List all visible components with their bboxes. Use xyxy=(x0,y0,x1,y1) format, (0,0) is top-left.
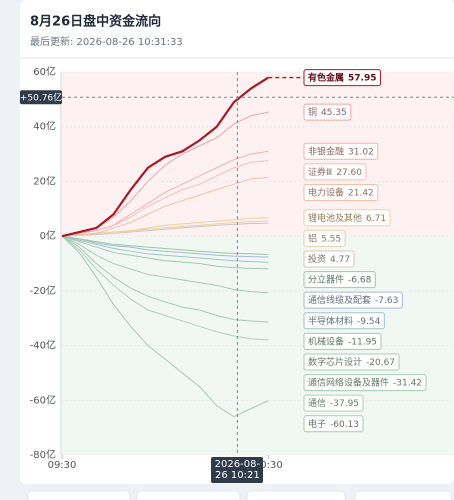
y-tick-label: -60亿 xyxy=(30,393,56,406)
end-label-box xyxy=(303,163,367,181)
series-value: -7.63 xyxy=(375,296,398,306)
series-name: 投资 xyxy=(308,253,326,265)
series-value: 21.42 xyxy=(348,188,374,198)
end-label: 通信 -37.95 xyxy=(303,394,364,412)
end-label: 铜 45.35 xyxy=(303,103,352,121)
end-label: 通信网络设备及器件 -31.42 xyxy=(303,374,427,392)
positive-zone xyxy=(62,72,454,237)
series-line xyxy=(61,150,269,237)
end-label: 非银金融 31.02 xyxy=(303,142,379,160)
end-label-box xyxy=(303,103,352,121)
end-label-box xyxy=(303,394,364,412)
series-value: -11.95 xyxy=(348,337,377,347)
crosshair-x-label: 2026-08-26 10:21 xyxy=(211,457,264,483)
series-name: 铜 xyxy=(308,106,317,118)
end-label: 证券Ⅲ 27.60 xyxy=(303,163,367,181)
series-name: 电子 xyxy=(308,418,326,430)
series-line xyxy=(61,235,269,263)
series-value: -9.54 xyxy=(357,317,381,327)
series-line xyxy=(61,76,269,238)
y-tick-label: 0亿 xyxy=(40,229,56,242)
x-tick-label: 10:30 xyxy=(254,460,283,471)
series-name: 通信网络设备及器件 xyxy=(308,377,389,389)
series-line xyxy=(61,235,269,258)
y-tick-label: -20亿 xyxy=(30,284,56,297)
series-value: 6.71 xyxy=(366,214,386,224)
series-value: 27.60 xyxy=(336,168,362,178)
end-label-box xyxy=(303,332,382,350)
series-name: 机械设备 xyxy=(308,335,344,347)
crosshair-y-label: +50.76亿 xyxy=(20,91,62,103)
series-line xyxy=(61,235,269,323)
series-value: -6.68 xyxy=(348,276,372,286)
series-value: -31.42 xyxy=(393,379,422,389)
series-value: 5.55 xyxy=(321,234,341,244)
series-line xyxy=(61,235,269,418)
end-label-box xyxy=(303,353,400,371)
y-tick-label: 60亿 xyxy=(33,65,56,78)
end-label: 数字芯片设计 -20.67 xyxy=(303,353,400,371)
crosshair-y-box xyxy=(20,90,62,105)
series-name: 半导体材料 xyxy=(308,315,353,327)
end-label-box xyxy=(303,291,403,309)
series-name: 通信 xyxy=(308,397,326,409)
series-value: -60.13 xyxy=(330,420,359,430)
series-line xyxy=(61,235,269,294)
series-name: 铝 xyxy=(308,232,317,244)
series-name: 电力设备 xyxy=(308,186,344,198)
end-label: 有色金属 57.95 xyxy=(303,69,381,87)
series-value: 4.77 xyxy=(330,255,350,265)
y-tick-label: 40亿 xyxy=(33,120,56,133)
end-label: 通信线缆及配套 -7.63 xyxy=(303,291,403,309)
series-line xyxy=(61,235,269,270)
end-label: 机械设备 -11.95 xyxy=(303,332,382,350)
end-label-box xyxy=(303,183,379,201)
series-name: 分立器件 xyxy=(308,274,344,286)
end-label-box xyxy=(303,229,346,247)
x-tick-label: 09:30 xyxy=(48,460,77,471)
series-value: -37.95 xyxy=(330,399,359,409)
series-name: 有色金属 xyxy=(308,72,344,84)
end-label-box xyxy=(303,69,381,87)
end-label: 分立器件 -6.68 xyxy=(303,271,376,289)
end-label: 半导体材料 -9.54 xyxy=(303,312,385,330)
y-tick-label: -80亿 xyxy=(30,448,56,461)
series-line xyxy=(61,235,269,255)
end-label: 电力设备 21.42 xyxy=(303,183,379,201)
end-label: 电子 -60.13 xyxy=(303,415,364,433)
end-label: 锂电池及其他 6.71 xyxy=(303,209,391,227)
end-label-box xyxy=(303,415,364,433)
end-label-box xyxy=(303,271,376,289)
series-name: 证券Ⅲ xyxy=(308,166,332,178)
end-label-box xyxy=(303,250,355,268)
bottom-card xyxy=(136,490,241,500)
series-value: 31.02 xyxy=(348,147,374,157)
series-name: 非银金融 xyxy=(308,145,344,157)
series-name: 数字芯片设计 xyxy=(308,356,362,368)
bottom-card xyxy=(246,490,346,500)
y-tick-label: -40亿 xyxy=(30,339,56,352)
title: 8月26日盘中资金流向 xyxy=(30,14,161,30)
series-name: 锂电池及其他 xyxy=(308,212,362,224)
series-line xyxy=(61,177,269,237)
series-value: 45.35 xyxy=(321,108,347,118)
series-line xyxy=(61,235,269,341)
end-label: 投资 4.77 xyxy=(303,250,355,268)
bottom-card xyxy=(27,490,131,500)
end-label-box xyxy=(303,142,379,160)
end-label-box xyxy=(303,312,385,330)
y-tick-label: 20亿 xyxy=(33,174,56,187)
series-value: 57.95 xyxy=(348,74,376,84)
series-value: -20.67 xyxy=(366,358,395,368)
end-label: 铝 5.55 xyxy=(303,229,346,247)
bottom-card xyxy=(354,490,452,500)
end-label-box xyxy=(303,374,427,392)
subtitle: 最后更新: 2026-08-26 10:31:33 xyxy=(30,35,183,48)
series-line xyxy=(61,222,269,237)
end-label-box xyxy=(303,209,391,227)
series-name: 通信线缆及配套 xyxy=(308,294,371,306)
